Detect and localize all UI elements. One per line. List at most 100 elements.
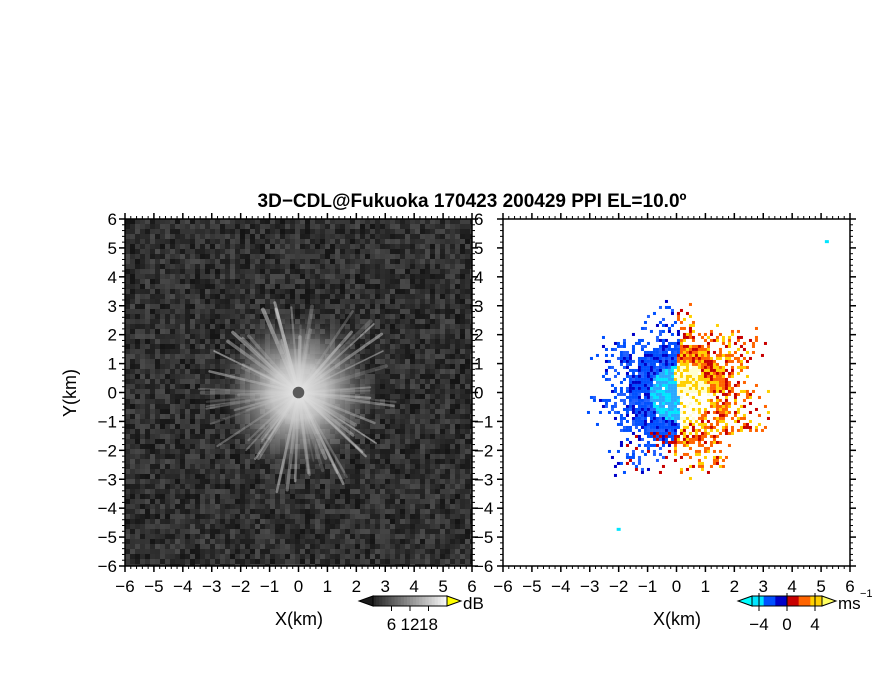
intensity-noise-cell [160,449,165,454]
intensity-noise-cell [190,504,195,509]
intensity-noise-cell [440,489,445,494]
intensity-noise-cell [325,219,330,224]
intensity-noise-cell [310,559,315,564]
intensity-noise-cell [365,454,370,459]
intensity-noise-cell [275,554,280,559]
intensity-noise-cell [430,224,435,229]
intensity-noise-cell [450,414,455,419]
intensity-noise-cell [255,239,260,244]
intensity-noise-cell [435,304,440,309]
intensity-noise-cell [175,509,180,514]
intensity-noise-cell [465,409,470,414]
intensity-noise-cell [220,449,225,454]
intensity-noise-cell [385,379,390,384]
intensity-noise-cell [240,529,245,534]
intensity-noise-cell [385,374,390,379]
intensity-noise-cell [220,229,225,234]
intensity-noise-cell [255,234,260,239]
intensity-noise-cell [455,444,460,449]
intensity-noise-cell [245,294,250,299]
intensity-noise-cell [430,219,435,224]
intensity-noise-cell [450,339,455,344]
intensity-noise-cell [200,294,205,299]
intensity-noise-cell [165,469,170,474]
intensity-noise-cell [355,469,360,474]
intensity-noise-cell [365,329,370,334]
intensity-noise-cell [400,469,405,474]
intensity-noise-cell [350,329,355,334]
intensity-noise-cell [385,269,390,274]
intensity-noise-cell [425,489,430,494]
intensity-noise-cell [165,384,170,389]
intensity-noise-cell [240,254,245,259]
intensity-noise-cell [150,489,155,494]
intensity-noise-cell [190,369,195,374]
intensity-noise-cell [290,309,295,314]
intensity-noise-cell [270,554,275,559]
intensity-noise-cell [180,509,185,514]
intensity-noise-cell [405,309,410,314]
intensity-noise-cell [205,439,210,444]
intensity-noise-cell [380,439,385,444]
intensity-noise-cell [425,544,430,549]
intensity-noise-cell [270,309,275,314]
intensity-noise-cell [410,294,415,299]
intensity-noise-cell [185,479,190,484]
intensity-noise-cell [295,564,300,566]
intensity-noise-cell [465,474,470,479]
intensity-noise-cell [400,339,405,344]
intensity-noise-cell [355,279,360,284]
intensity-noise-cell [260,549,265,554]
intensity-noise-cell [435,509,440,514]
intensity-noise-cell [180,219,185,224]
intensity-noise-cell [390,384,395,389]
intensity-noise-cell [435,459,440,464]
intensity-noise-cell [330,289,335,294]
intensity-noise-cell [160,539,165,544]
intensity-noise-cell [390,494,395,499]
intensity-noise-cell [160,254,165,259]
intensity-noise-cell [450,434,455,439]
intensity-noise-cell [265,299,270,304]
intensity-noise-cell [145,489,150,494]
intensity-noise-cell [350,479,355,484]
intensity-noise-cell [130,499,135,504]
intensity-noise-cell [145,304,150,309]
intensity-noise-cell [200,309,205,314]
intensity-noise-cell [150,509,155,514]
intensity-noise-cell [340,559,345,564]
intensity-noise-cell [395,264,400,269]
intensity-noise-cell [305,549,310,554]
intensity-noise-cell [395,329,400,334]
intensity-noise-cell [135,484,140,489]
intensity-noise-cell [470,294,472,299]
intensity-noise-cell [425,499,430,504]
intensity-noise-cell [155,234,160,239]
intensity-noise-cell [280,229,285,234]
intensity-noise-cell [200,404,205,409]
intensity-noise-cell [155,299,160,304]
intensity-noise-cell [420,384,425,389]
intensity-noise-cell [215,409,220,414]
intensity-noise-cell [430,414,435,419]
intensity-noise-cell [245,554,250,559]
intensity-noise-cell [360,284,365,289]
intensity-noise-cell [405,344,410,349]
intensity-noise-cell [285,549,290,554]
intensity-noise-cell [430,419,435,424]
intensity-noise-cell [465,224,470,229]
intensity-noise-cell [135,279,140,284]
intensity-noise-cell [260,554,265,559]
intensity-noise-cell [170,449,175,454]
intensity-noise-cell [245,229,250,234]
intensity-noise-cell [155,549,160,554]
intensity-noise-cell [250,504,255,509]
intensity-noise-cell [375,344,380,349]
intensity-noise-cell [385,534,390,539]
intensity-noise-cell [410,404,415,409]
intensity-noise-cell [405,299,410,304]
intensity-noise-cell [420,279,425,284]
intensity-noise-cell [250,554,255,559]
intensity-noise-cell [175,514,180,519]
intensity-noise-cell [435,344,440,349]
